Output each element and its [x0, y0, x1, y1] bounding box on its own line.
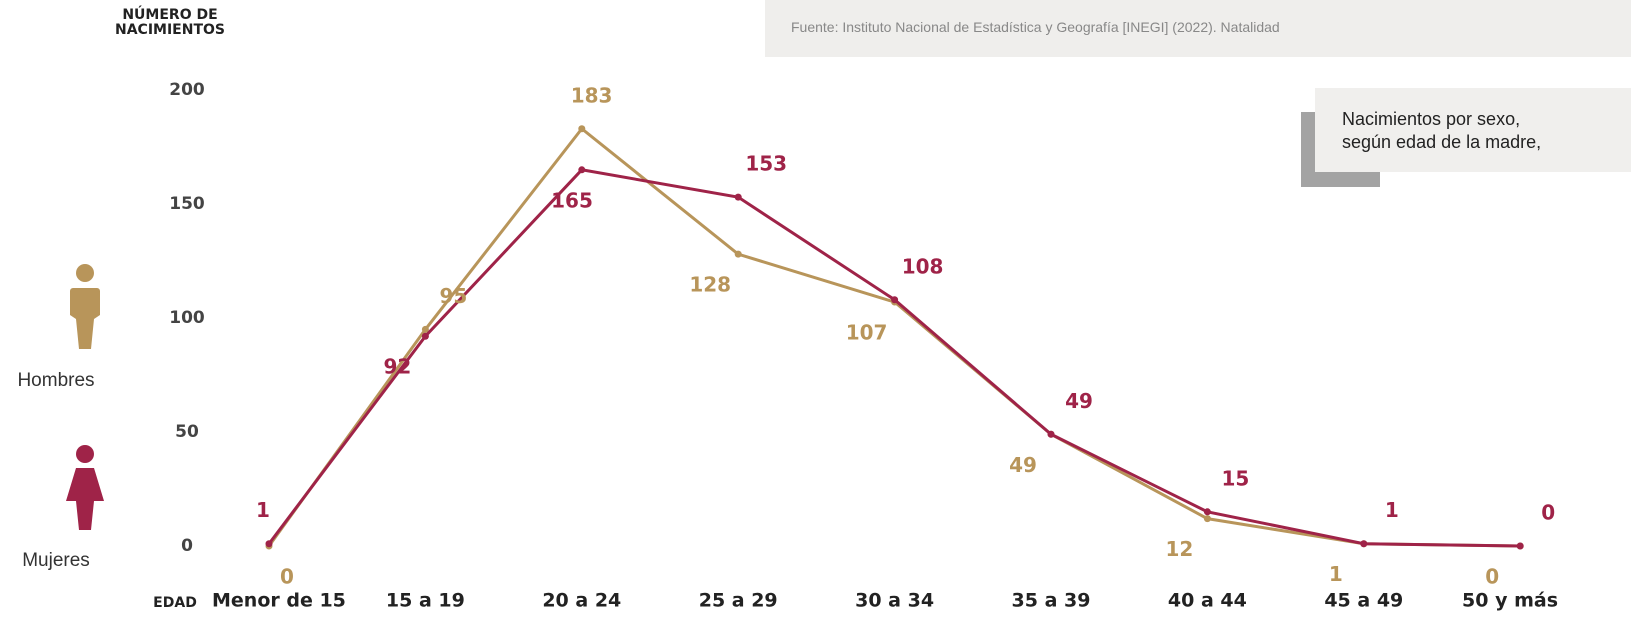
data-label: 12	[1165, 537, 1193, 561]
y-tick-label: 100	[169, 308, 205, 328]
data-label: 1	[1329, 562, 1343, 586]
series-line	[267, 126, 1521, 548]
series-point	[1516, 542, 1524, 550]
data-label: 0	[1485, 565, 1499, 589]
series-point	[1360, 540, 1368, 548]
x-tick-label: 35 a 39	[1012, 590, 1091, 612]
data-label: 1	[256, 498, 270, 522]
data-label: 15	[1221, 466, 1249, 490]
chart-title: Nacimientos por sexo, según edad de la m…	[1342, 109, 1542, 152]
x-tick-label: 50 y más	[1462, 590, 1558, 612]
y-tick-label: 50	[175, 422, 199, 442]
x-tick-label: 20 a 24	[542, 590, 621, 612]
y-tick-label: 0	[181, 536, 193, 556]
data-label: 108	[902, 254, 944, 278]
x-tick-label: Menor de 15	[212, 590, 346, 612]
series-point	[1203, 508, 1211, 516]
data-label: 0	[280, 565, 294, 589]
y-axis-label: NÚMERO DE NACIMIENTOS	[115, 7, 225, 38]
source: Fuente: Instituto Nacional de Estadístic…	[791, 19, 1280, 35]
x-tick-label: 40 a 44	[1168, 590, 1247, 612]
data-label: 107	[846, 321, 888, 345]
data-label: 49	[1009, 453, 1037, 477]
data-label: 0	[1541, 501, 1555, 525]
y-tick-label: 150	[169, 194, 205, 214]
series-point	[891, 296, 899, 304]
series-point	[1047, 430, 1055, 438]
series-point	[421, 332, 429, 340]
x-axis-label: EDAD	[153, 595, 197, 611]
series-point	[265, 540, 273, 548]
data-label: 183	[571, 83, 613, 107]
series-line	[267, 168, 1521, 548]
x-tick-label: 30 a 34	[855, 590, 934, 612]
series-point	[734, 193, 742, 201]
series-point	[421, 325, 429, 333]
title-box: Nacimientos por sexo, según edad de la m…	[1315, 88, 1631, 172]
source-box: Fuente: Instituto Nacional de Estadístic…	[765, 0, 1631, 57]
x-tick-label: 25 a 29	[699, 590, 778, 612]
data-label: 95	[439, 284, 467, 308]
y-tick-label: 200	[169, 80, 205, 100]
series-point	[1203, 515, 1211, 523]
series-point	[578, 125, 586, 133]
data-label: 128	[689, 273, 731, 297]
data-label: 165	[551, 188, 593, 212]
legend-label: Mujeres	[22, 550, 90, 571]
legend-label: Hombres	[17, 370, 94, 391]
legend-icon-hombres	[70, 264, 100, 349]
series-point	[734, 250, 742, 258]
data-label: 153	[745, 152, 787, 176]
data-label: 1	[1385, 498, 1399, 522]
x-tick-label: 15 a 19	[386, 590, 465, 612]
data-label: 92	[383, 355, 411, 379]
x-tick-label: 45 a 49	[1324, 590, 1403, 612]
legend-icon-mujeres	[66, 445, 104, 530]
series-point	[578, 166, 586, 174]
data-label: 49	[1065, 389, 1093, 413]
